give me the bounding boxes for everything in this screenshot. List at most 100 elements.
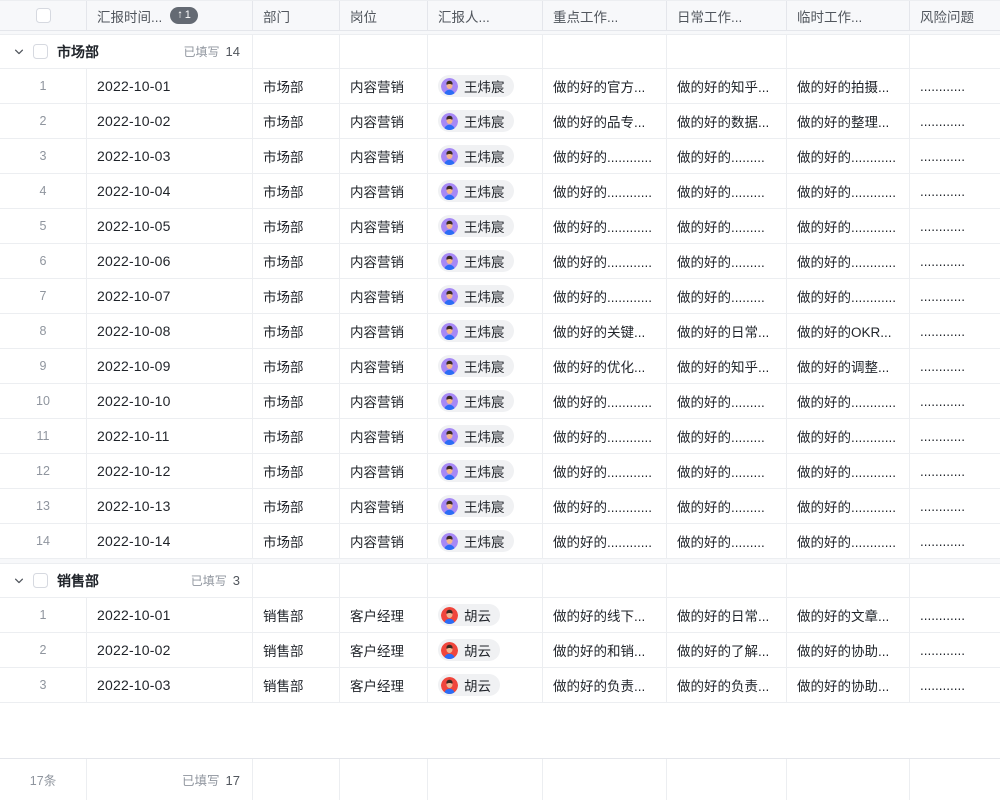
cell-daily-work[interactable]: 做的好的.........	[667, 244, 787, 279]
row-index[interactable]: 4	[0, 174, 87, 209]
cell-key-work[interactable]: 做的好的线下...	[543, 598, 667, 633]
cell-temp-work[interactable]: 做的好的............	[787, 244, 910, 279]
person-chip[interactable]: 王炜宸	[438, 530, 514, 552]
group-header-main[interactable]: 销售部 已填写 3	[0, 564, 253, 598]
table-row[interactable]: 3 2022-10-03 销售部 客户经理 胡云 做的好的负责... 做的好的负责... 做的…	[0, 668, 1000, 703]
cell-dept[interactable]: 市场部	[253, 174, 340, 209]
row-index[interactable]: 1	[0, 69, 87, 104]
cell-key-work[interactable]: 做的好的优化...	[543, 349, 667, 384]
table-row[interactable]: 2 2022-10-02 市场部 内容营销 王炜宸 做的好的品专... 做的好的数据... 做…	[0, 104, 1000, 139]
row-index[interactable]: 14	[0, 524, 87, 559]
table-row[interactable]: 5 2022-10-05 市场部 内容营销 王炜宸 做的好的............ 做的好…	[0, 209, 1000, 244]
cell-dept[interactable]: 市场部	[253, 279, 340, 314]
row-index[interactable]: 3	[0, 139, 87, 174]
cell-temp-work[interactable]: 做的好的调整...	[787, 349, 910, 384]
person-chip[interactable]: 王炜宸	[438, 180, 514, 202]
group-select-checkbox[interactable]	[33, 573, 48, 588]
cell-date[interactable]: 2022-10-11	[87, 419, 253, 454]
cell-dept[interactable]: 市场部	[253, 489, 340, 524]
cell-role[interactable]: 内容营销	[340, 349, 428, 384]
person-chip[interactable]: 王炜宸	[438, 390, 514, 412]
row-index[interactable]: 13	[0, 489, 87, 524]
cell-dept[interactable]: 市场部	[253, 524, 340, 559]
cell-temp-work[interactable]: 做的好的............	[787, 384, 910, 419]
cell-risk[interactable]: ............	[910, 419, 1000, 454]
row-index[interactable]: 1	[0, 598, 87, 633]
cell-temp-work[interactable]: 做的好的............	[787, 454, 910, 489]
cell-dept[interactable]: 销售部	[253, 633, 340, 668]
cell-daily-work[interactable]: 做的好的.........	[667, 454, 787, 489]
table-row[interactable]: 7 2022-10-07 市场部 内容营销 王炜宸 做的好的............ 做的好…	[0, 279, 1000, 314]
group-header-row[interactable]: 市场部 已填写 14	[0, 35, 1000, 69]
cell-daily-work[interactable]: 做的好的日常...	[667, 598, 787, 633]
cell-key-work[interactable]: 做的好的............	[543, 139, 667, 174]
group-select-checkbox[interactable]	[33, 44, 48, 59]
cell-date[interactable]: 2022-10-06	[87, 244, 253, 279]
person-chip[interactable]: 王炜宸	[438, 145, 514, 167]
cell-dept[interactable]: 市场部	[253, 454, 340, 489]
cell-key-work[interactable]: 做的好的............	[543, 489, 667, 524]
cell-dept[interactable]: 市场部	[253, 419, 340, 454]
cell-daily-work[interactable]: 做的好的.........	[667, 419, 787, 454]
cell-date[interactable]: 2022-10-01	[87, 69, 253, 104]
cell-dept[interactable]: 市场部	[253, 104, 340, 139]
table-row[interactable]: 9 2022-10-09 市场部 内容营销 王炜宸 做的好的优化... 做的好的知乎... 做…	[0, 349, 1000, 384]
cell-daily-work[interactable]: 做的好的负责...	[667, 668, 787, 703]
cell-dept[interactable]: 销售部	[253, 668, 340, 703]
row-index[interactable]: 12	[0, 454, 87, 489]
cell-temp-work[interactable]: 做的好的............	[787, 139, 910, 174]
person-chip[interactable]: 王炜宸	[438, 495, 514, 517]
cell-owner[interactable]: 王炜宸	[428, 314, 543, 349]
cell-key-work[interactable]: 做的好的关键...	[543, 314, 667, 349]
header-col-risk[interactable]: 风险问题	[910, 1, 1000, 31]
cell-key-work[interactable]: 做的好的............	[543, 524, 667, 559]
cell-temp-work[interactable]: 做的好的文章...	[787, 598, 910, 633]
cell-date[interactable]: 2022-10-13	[87, 489, 253, 524]
cell-temp-work[interactable]: 做的好的............	[787, 209, 910, 244]
cell-role[interactable]: 内容营销	[340, 314, 428, 349]
person-chip[interactable]: 胡云	[438, 604, 500, 626]
cell-dept[interactable]: 市场部	[253, 139, 340, 174]
cell-role[interactable]: 内容营销	[340, 69, 428, 104]
person-chip[interactable]: 王炜宸	[438, 320, 514, 342]
cell-owner[interactable]: 王炜宸	[428, 174, 543, 209]
cell-daily-work[interactable]: 做的好的数据...	[667, 104, 787, 139]
table-row[interactable]: 4 2022-10-04 市场部 内容营销 王炜宸 做的好的............ 做的好…	[0, 174, 1000, 209]
cell-role[interactable]: 内容营销	[340, 104, 428, 139]
table-row[interactable]: 8 2022-10-08 市场部 内容营销 王炜宸 做的好的关键... 做的好的日常... 做…	[0, 314, 1000, 349]
cell-role[interactable]: 内容营销	[340, 454, 428, 489]
cell-date[interactable]: 2022-10-05	[87, 209, 253, 244]
cell-risk[interactable]: ............	[910, 314, 1000, 349]
cell-risk[interactable]: ............	[910, 598, 1000, 633]
cell-temp-work[interactable]: 做的好的............	[787, 419, 910, 454]
cell-dept[interactable]: 市场部	[253, 314, 340, 349]
cell-key-work[interactable]: 做的好的............	[543, 279, 667, 314]
cell-owner[interactable]: 王炜宸	[428, 104, 543, 139]
cell-role[interactable]: 客户经理	[340, 598, 428, 633]
cell-risk[interactable]: ............	[910, 244, 1000, 279]
cell-daily-work[interactable]: 做的好的了解...	[667, 633, 787, 668]
cell-date[interactable]: 2022-10-14	[87, 524, 253, 559]
cell-daily-work[interactable]: 做的好的日常...	[667, 314, 787, 349]
cell-daily-work[interactable]: 做的好的.........	[667, 489, 787, 524]
table-row[interactable]: 2 2022-10-02 销售部 客户经理 胡云 做的好的和销... 做的好的了解... 做的…	[0, 633, 1000, 668]
cell-temp-work[interactable]: 做的好的............	[787, 489, 910, 524]
cell-daily-work[interactable]: 做的好的.........	[667, 139, 787, 174]
cell-dept[interactable]: 市场部	[253, 349, 340, 384]
row-index[interactable]: 2	[0, 104, 87, 139]
cell-date[interactable]: 2022-10-10	[87, 384, 253, 419]
cell-role[interactable]: 内容营销	[340, 174, 428, 209]
header-col-date[interactable]: 汇报时间... ↑ 1	[87, 1, 253, 31]
header-col-key-work[interactable]: 重点工作...	[543, 1, 667, 31]
cell-risk[interactable]: ............	[910, 384, 1000, 419]
group-header-row[interactable]: 销售部 已填写 3	[0, 564, 1000, 598]
cell-role[interactable]: 内容营销	[340, 524, 428, 559]
cell-role[interactable]: 内容营销	[340, 279, 428, 314]
row-index[interactable]: 8	[0, 314, 87, 349]
cell-owner[interactable]: 王炜宸	[428, 419, 543, 454]
table-row[interactable]: 1 2022-10-01 市场部 内容营销 王炜宸 做的好的官方... 做的好的知乎... 做…	[0, 69, 1000, 104]
header-col-dept[interactable]: 部门	[253, 1, 340, 31]
cell-owner[interactable]: 胡云	[428, 598, 543, 633]
cell-risk[interactable]: ............	[910, 279, 1000, 314]
cell-owner[interactable]: 王炜宸	[428, 139, 543, 174]
